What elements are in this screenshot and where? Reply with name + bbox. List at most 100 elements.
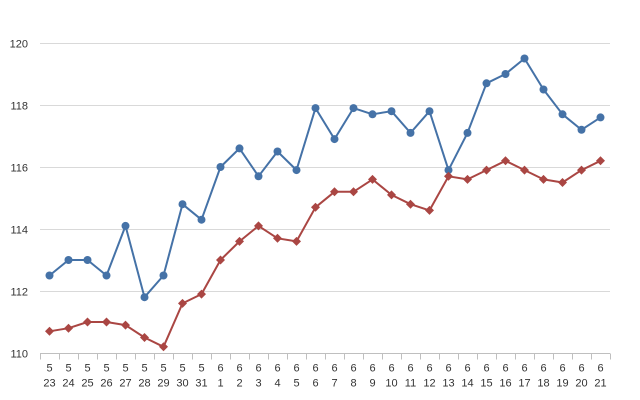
data-point [235,236,244,246]
data-point [45,326,54,336]
x-tick-label-month: 6 [540,363,546,375]
data-point [292,166,301,175]
y-tick-label: 118 [10,101,28,113]
data-point [64,323,73,333]
data-point [406,199,415,209]
data-point [178,298,187,308]
data-point [425,107,434,116]
data-point [482,165,491,175]
x-tick-label-day: 26 [100,378,112,390]
x-tick-label-day: 24 [62,378,74,390]
series-line [48,57,602,299]
x-tick-label-month: 5 [46,363,52,375]
x-tick-label-month: 5 [179,363,185,375]
x-tick-label-month: 6 [217,363,223,375]
x-tick-label-day: 2 [236,378,242,390]
data-point [311,202,320,212]
x-tick-label-day: 29 [157,378,169,390]
x-tick-label-day: 14 [461,378,473,390]
data-point [83,256,92,264]
series-1 [45,54,605,302]
data-point [387,190,396,200]
x-tick-label-day: 11 [405,378,416,390]
data-point [482,79,491,88]
data-point [235,144,244,153]
x-tick-label-day: 5 [293,378,299,390]
x-tick-label-month: 6 [407,363,413,375]
y-tick-label: 110 [10,349,28,361]
data-point [558,110,567,119]
x-tick-label-day: 21 [594,378,606,390]
x-tick-label-day: 3 [255,378,261,390]
x-axis: 5235245255265275285295305316162636465666… [40,353,611,390]
x-tick-label-month: 6 [350,363,356,375]
x-tick-label-month: 6 [445,363,451,375]
x-tick-label-day: 31 [195,378,207,390]
data-point [273,233,282,243]
y-tick-label: 120 [10,39,28,51]
data-point [254,221,263,231]
data-point [501,156,510,166]
data-point [159,271,168,280]
x-tick-label-day: 8 [350,378,356,390]
data-point [311,104,320,113]
x-tick-label-month: 6 [483,363,489,375]
x-tick-label-month: 6 [464,363,470,375]
y-tick-label: 112 [10,287,28,299]
data-point [577,165,586,175]
x-tick-label-day: 19 [556,378,568,390]
x-tick-label-month: 6 [559,363,565,375]
gridlines [40,43,610,292]
data-point [596,156,605,166]
data-point [425,205,434,215]
data-point [197,289,206,299]
data-point [368,174,377,184]
x-tick-label-month: 6 [502,363,508,375]
y-tick-label: 116 [10,163,28,175]
data-point [159,342,168,352]
y-tick-label: 114 [10,225,28,237]
x-tick-label-day: 25 [81,378,93,390]
data-point [349,104,358,113]
x-tick-label-day: 4 [274,378,280,390]
data-point [463,174,472,184]
x-tick-label-month: 6 [255,363,261,375]
data-point [463,128,472,137]
x-tick-label-day: 27 [119,378,131,390]
x-tick-label-month: 5 [160,363,166,375]
x-tick-label-day: 17 [518,378,530,390]
data-point [520,54,529,63]
data-point [539,85,548,94]
data-point [45,271,54,280]
x-tick-label-month: 6 [578,363,584,375]
data-point [330,187,339,197]
y-axis: 110 112 114 116 118 120 [10,39,28,361]
x-tick-label-month: 6 [426,363,432,375]
x-tick-label-month: 6 [388,363,394,375]
data-point [444,171,453,181]
series-line [48,159,602,348]
x-tick-label-day: 7 [331,378,337,390]
data-point [197,215,206,224]
series-2 [45,156,605,352]
x-tick-label-month: 5 [122,363,128,375]
x-tick-label-month: 5 [198,363,204,375]
data-point [577,125,586,134]
x-tick-label-month: 6 [369,363,375,375]
data-point [406,128,415,137]
data-point [64,256,73,264]
x-tick-label-month: 5 [84,363,90,375]
data-point [368,110,377,119]
data-point [539,174,548,184]
data-point [216,255,225,265]
x-tick-label-month: 6 [521,363,527,375]
x-tick-label-day: 18 [537,378,549,390]
data-point [121,320,130,330]
data-point [121,221,130,230]
series-group [45,54,605,352]
x-tick-label-month: 6 [597,363,603,375]
x-tick-label-day: 30 [176,378,188,390]
data-point [273,147,282,156]
data-point [140,333,149,342]
x-tick-label-day: 16 [499,378,511,390]
